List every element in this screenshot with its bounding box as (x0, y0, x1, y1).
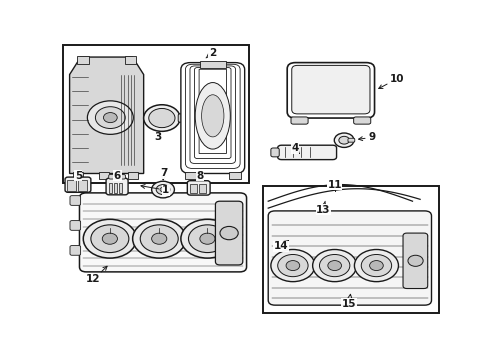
Circle shape (96, 107, 125, 129)
Text: 11: 11 (327, 180, 342, 190)
Bar (109, 183, 112, 193)
Circle shape (408, 255, 423, 266)
Circle shape (220, 226, 238, 240)
Circle shape (181, 219, 234, 258)
FancyBboxPatch shape (70, 196, 81, 205)
Text: 12: 12 (86, 266, 107, 284)
Text: 13: 13 (316, 201, 331, 215)
Circle shape (140, 225, 178, 253)
Circle shape (286, 261, 300, 271)
Bar (67, 180, 76, 191)
FancyBboxPatch shape (216, 201, 243, 265)
Circle shape (102, 233, 118, 244)
Circle shape (87, 101, 133, 134)
Circle shape (328, 261, 342, 271)
FancyBboxPatch shape (292, 66, 370, 114)
Circle shape (91, 225, 129, 253)
Text: 1: 1 (141, 185, 170, 195)
Text: 3: 3 (154, 132, 162, 143)
Text: 4: 4 (291, 143, 299, 153)
Polygon shape (70, 57, 144, 174)
Circle shape (149, 108, 175, 128)
Text: 14: 14 (273, 240, 289, 251)
Bar (114, 183, 117, 193)
Text: 9: 9 (359, 132, 375, 143)
Bar (119, 183, 122, 193)
FancyBboxPatch shape (181, 63, 245, 174)
Bar (77, 56, 89, 64)
Circle shape (144, 105, 180, 131)
FancyBboxPatch shape (109, 175, 125, 179)
Circle shape (83, 219, 136, 258)
FancyBboxPatch shape (70, 221, 81, 230)
Bar (128, 172, 138, 179)
Text: 6: 6 (114, 171, 121, 181)
FancyBboxPatch shape (287, 63, 374, 118)
Circle shape (156, 185, 170, 194)
Bar (199, 184, 206, 193)
FancyBboxPatch shape (403, 233, 428, 288)
FancyBboxPatch shape (70, 246, 81, 255)
Bar (229, 172, 241, 179)
FancyBboxPatch shape (271, 148, 279, 157)
Bar (200, 61, 225, 68)
Bar (263, 186, 439, 314)
Text: 8: 8 (196, 171, 203, 181)
Ellipse shape (195, 82, 230, 149)
Text: 15: 15 (342, 294, 356, 309)
Bar (124, 56, 136, 64)
Circle shape (189, 225, 226, 253)
FancyBboxPatch shape (79, 193, 246, 272)
Circle shape (354, 249, 398, 282)
Text: 10: 10 (379, 74, 405, 89)
Circle shape (103, 113, 117, 123)
FancyBboxPatch shape (291, 117, 308, 124)
Bar (78, 180, 87, 191)
Circle shape (151, 181, 174, 198)
Bar (63, 45, 249, 183)
FancyBboxPatch shape (106, 178, 128, 195)
Circle shape (334, 133, 354, 148)
Circle shape (369, 261, 383, 271)
Bar (99, 172, 109, 179)
FancyBboxPatch shape (268, 211, 432, 305)
Text: 2: 2 (206, 48, 216, 58)
FancyBboxPatch shape (348, 138, 355, 142)
FancyBboxPatch shape (278, 145, 337, 159)
Circle shape (339, 136, 349, 144)
Circle shape (271, 249, 315, 282)
FancyBboxPatch shape (187, 181, 210, 195)
Circle shape (151, 233, 167, 244)
FancyBboxPatch shape (65, 177, 91, 192)
Bar (190, 184, 197, 193)
FancyBboxPatch shape (354, 117, 371, 124)
Circle shape (160, 187, 166, 192)
Ellipse shape (201, 95, 224, 137)
Bar (74, 172, 83, 179)
Circle shape (278, 255, 308, 276)
Circle shape (133, 219, 186, 258)
FancyBboxPatch shape (178, 114, 188, 122)
Text: 5: 5 (74, 171, 82, 181)
Circle shape (200, 233, 215, 244)
Circle shape (319, 255, 350, 276)
Circle shape (313, 249, 357, 282)
Text: 11: 11 (327, 180, 342, 190)
Bar (185, 172, 196, 179)
Circle shape (361, 255, 392, 276)
Text: 7: 7 (160, 168, 168, 180)
